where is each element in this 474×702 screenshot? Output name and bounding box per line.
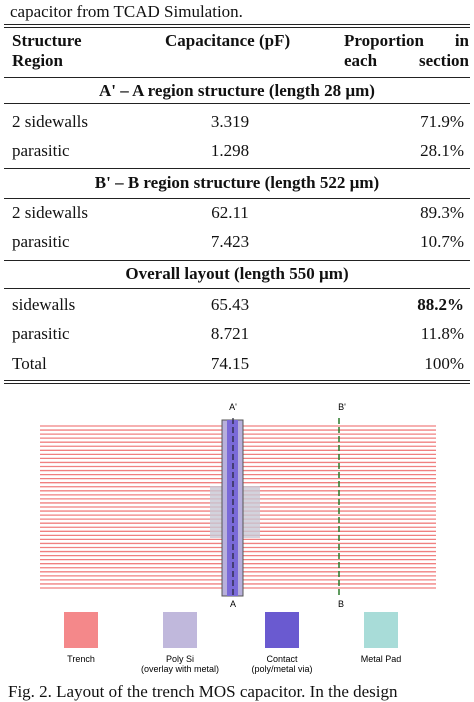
section-title: Overall layout (length 550 µm)	[125, 264, 349, 283]
legend-swatch	[265, 612, 299, 648]
legend-swatch	[364, 612, 398, 648]
rule	[4, 380, 470, 381]
proportion: 89.3%	[420, 203, 464, 222]
row-label: 2 sidewalls	[12, 203, 89, 222]
row-label: parasitic	[12, 324, 70, 343]
rule	[4, 24, 470, 25]
legend-label: Trench	[67, 654, 95, 664]
legend-sublabel: (poly/metal via)	[251, 664, 312, 674]
cut-label: B'	[338, 402, 346, 412]
rule	[4, 27, 470, 28]
row-label: parasitic	[12, 232, 70, 251]
capacitance: 7.423	[210, 232, 250, 251]
row-label: Total	[12, 354, 47, 373]
legend-sublabel: (overlay with metal)	[141, 664, 219, 674]
section-title: B' – B region structure (length 522 µm)	[94, 173, 380, 192]
legend-swatch	[64, 612, 98, 648]
proportion: 100%	[424, 354, 464, 373]
legend-label: Contact	[266, 654, 298, 664]
proportion: 11.8%	[420, 324, 464, 343]
legend-label: Poly Si	[166, 654, 194, 664]
header-cell: Proportion in each section	[344, 31, 469, 70]
rule	[4, 168, 470, 169]
caption-top: capacitor from TCAD Simulation.	[10, 2, 243, 21]
legend-label: Metal Pad	[361, 654, 402, 664]
capacitance: 1.298	[210, 141, 250, 160]
cut-label: B	[338, 599, 344, 609]
proportion: 88.2%	[417, 295, 464, 314]
capacitance: 8.721	[210, 324, 250, 343]
row-label: sidewalls	[12, 295, 76, 314]
proportion: 71.9%	[420, 112, 464, 131]
rule	[4, 77, 470, 78]
legend-swatch	[163, 612, 197, 648]
header-cell: Capacitance (pF)	[165, 31, 291, 50]
capacitance: 3.319	[210, 112, 250, 131]
rule	[4, 288, 470, 289]
proportion: 10.7%	[420, 232, 464, 251]
section-title: A' – A region structure (length 28 µm)	[99, 81, 375, 100]
proportion: 28.1%	[420, 141, 464, 160]
cut-label: A'	[229, 402, 237, 412]
header-cell: Structure Region	[12, 31, 82, 70]
rule	[4, 103, 470, 104]
capacitance: 74.15	[210, 354, 250, 373]
cut-label: A	[230, 599, 236, 609]
row-label: 2 sidewalls	[12, 112, 89, 131]
caption-bottom: Fig. 2. Layout of the trench MOS capacit…	[8, 682, 398, 701]
rule	[4, 383, 470, 384]
rule	[4, 260, 470, 261]
row-label: parasitic	[12, 141, 70, 160]
rule	[4, 198, 470, 199]
capacitance: 65.43	[210, 295, 250, 314]
capacitance: 62.11	[211, 203, 249, 222]
